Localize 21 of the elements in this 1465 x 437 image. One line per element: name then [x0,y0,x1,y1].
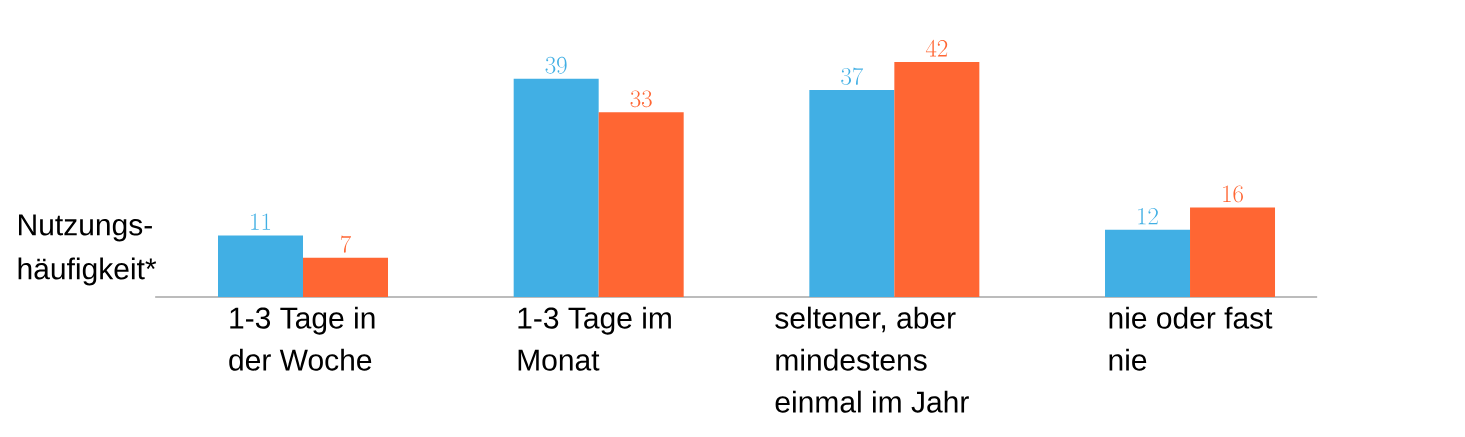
data-label: 16 [1223,185,1243,203]
x-tick-label: seltener, aber mindestens einmal im Jahr [775,306,969,413]
bar [303,257,388,297]
bar [513,78,599,297]
y-axis-title: Nutzungs-häufigkeit* [18,214,157,286]
data-label: 7 [340,235,352,253]
bar [1190,207,1276,297]
data-label: 11 [251,213,271,230]
bar [809,89,895,297]
data-label: 33 [630,90,652,108]
x-tick-label: 1-3 Tage in der Woche [229,306,375,371]
bar [218,235,303,297]
data-label: 12 [1138,207,1158,225]
x-tick-label: 1-3 Tage im Monat [518,306,671,371]
data-label: 39 [545,56,567,74]
bar [894,62,980,297]
data-label: 42 [925,39,948,57]
data-label: 37 [841,67,864,85]
x-tick-label: nie oder fast nie [1109,306,1273,371]
bar [1105,229,1191,297]
bar [598,112,684,297]
